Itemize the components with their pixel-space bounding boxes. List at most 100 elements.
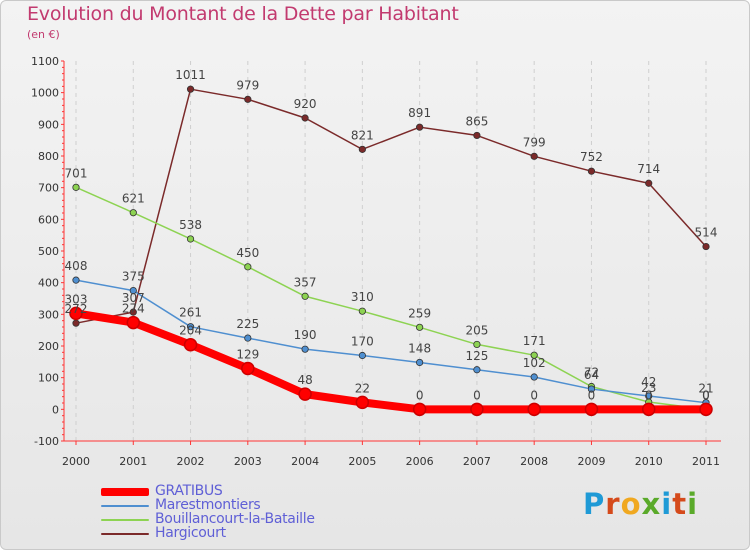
y-tick-label: 700 xyxy=(38,182,59,195)
y-tick-label: 1000 xyxy=(31,87,59,100)
data-label-hargicourt-2009: 752 xyxy=(580,150,603,164)
logo-letter: i xyxy=(661,487,673,521)
data-label-marestmontiers-2011: 21 xyxy=(698,382,713,396)
data-label-marestmontiers-2003: 225 xyxy=(236,317,259,331)
series-line-bouillancourt-la-bataille xyxy=(75,186,707,411)
data-label-hargicourt-2010: 714 xyxy=(637,162,660,176)
logo-letter: o xyxy=(620,487,642,521)
series-points xyxy=(69,85,713,417)
legend-label-hargicourt: Hargicourt xyxy=(155,525,226,541)
x-tick-label: 2003 xyxy=(234,455,262,468)
legend-swatch-gratibus xyxy=(101,488,149,496)
data-point-gratibus-2010 xyxy=(641,402,656,417)
data-label-hargicourt-2003: 979 xyxy=(236,78,259,92)
y-tick-label: 400 xyxy=(38,277,59,290)
data-label-marestmontiers-2009: 64 xyxy=(584,368,599,382)
logo-letter: P xyxy=(583,487,606,521)
data-point-bouillancourt-la-bataille-2007 xyxy=(473,340,481,349)
data-label-marestmontiers-2002: 261 xyxy=(179,306,202,320)
legend-label-bouillancourt: Bouillancourt-la-Bataille xyxy=(155,511,315,527)
data-label-hargicourt-2000: 272 xyxy=(65,302,88,316)
y-tick-label: 600 xyxy=(38,213,59,226)
chart-subtitle: (en €) xyxy=(27,28,60,41)
series-line-hargicourt xyxy=(75,88,707,324)
data-label-marestmontiers-2004: 190 xyxy=(294,328,317,342)
data-label-marestmontiers-2010: 42 xyxy=(641,375,656,389)
data-point-hargicourt-2010 xyxy=(645,179,653,187)
data-label-gratibus-2003: 129 xyxy=(236,347,259,361)
data-label-marestmontiers-2007: 125 xyxy=(465,349,488,363)
series-line-marestmontiers xyxy=(75,279,707,404)
x-tick-label: 2010 xyxy=(635,455,663,468)
proxiti-logo: Proxiti xyxy=(583,487,698,521)
data-label-bouillancourt-la-bataille-2007: 205 xyxy=(465,323,488,337)
y-tick-label: 300 xyxy=(38,308,59,321)
data-label-hargicourt-2001: 307 xyxy=(122,291,145,305)
data-label-hargicourt-2004: 920 xyxy=(294,97,317,111)
data-label-hargicourt-2011: 514 xyxy=(695,226,718,240)
data-label-gratibus-2009: 0 xyxy=(588,388,596,402)
data-point-bouillancourt-la-bataille-2004 xyxy=(301,292,309,300)
data-label-gratibus-2002: 204 xyxy=(179,324,202,338)
data-label-bouillancourt-la-bataille-2006: 259 xyxy=(408,306,431,320)
x-tick-label: 2009 xyxy=(577,455,605,468)
legend-swatch-marestmontiers xyxy=(101,505,149,507)
y-tick-label: -100 xyxy=(34,435,59,448)
data-point-gratibus-2005 xyxy=(355,395,370,410)
data-point-hargicourt-2008 xyxy=(530,152,538,160)
data-point-bouillancourt-la-bataille-2006 xyxy=(416,323,424,331)
data-label-gratibus-2007: 0 xyxy=(473,388,481,402)
data-label-bouillancourt-la-bataille-2010: 23 xyxy=(641,381,656,395)
data-labels: 272 307 1011 979 920 821 891 865 799 752 714 514 701… xyxy=(65,68,718,402)
data-point-hargicourt-2001 xyxy=(129,308,137,316)
x-tick-label: 2011 xyxy=(692,455,720,468)
data-point-marestmontiers-2008 xyxy=(530,373,538,381)
data-point-marestmontiers-2005 xyxy=(358,351,366,360)
data-label-bouillancourt-la-bataille-2009: 72 xyxy=(584,366,599,380)
legend-swatch-bouillancourt xyxy=(101,519,149,521)
data-label-hargicourt-2005: 821 xyxy=(351,128,374,142)
data-point-gratibus-2011 xyxy=(699,402,713,417)
data-label-gratibus-2010: 0 xyxy=(645,388,653,402)
data-point-hargicourt-2000 xyxy=(72,319,80,327)
data-label-hargicourt-2007: 865 xyxy=(465,114,488,128)
data-label-bouillancourt-la-bataille-2005: 310 xyxy=(351,290,374,304)
x-tick-label: 2004 xyxy=(291,455,319,468)
data-label-gratibus-2011: 0 xyxy=(702,388,710,402)
data-label-hargicourt-2002: 1011 xyxy=(175,68,206,82)
data-point-marestmontiers-2009 xyxy=(587,385,596,393)
y-tick-label: 100 xyxy=(38,372,59,385)
data-point-bouillancourt-la-bataille-2001 xyxy=(129,209,137,217)
data-label-bouillancourt-la-bataille-2000: 701 xyxy=(65,166,88,180)
data-point-hargicourt-2011 xyxy=(702,242,710,251)
data-label-hargicourt-2006: 891 xyxy=(408,106,431,120)
data-point-gratibus-2001 xyxy=(126,315,141,330)
data-point-hargicourt-2007 xyxy=(473,131,481,140)
data-label-marestmontiers-2001: 375 xyxy=(122,270,145,284)
data-point-marestmontiers-2002 xyxy=(186,323,195,331)
data-point-marestmontiers-2003 xyxy=(244,334,252,342)
x-tick-label: 2006 xyxy=(406,455,434,468)
data-point-hargicourt-2006 xyxy=(416,123,424,131)
y-tick-label: 200 xyxy=(38,340,59,353)
data-point-marestmontiers-2006 xyxy=(416,358,424,367)
data-label-bouillancourt-la-bataille-2011: 0 xyxy=(702,388,710,402)
data-point-gratibus-2000 xyxy=(69,306,83,321)
data-label-bouillancourt-la-bataille-2004: 357 xyxy=(294,275,317,289)
data-label-gratibus-2005: 22 xyxy=(355,381,370,395)
data-point-marestmontiers-2007 xyxy=(473,366,481,374)
data-label-bouillancourt-la-bataille-2003: 450 xyxy=(236,246,259,260)
chart-title: Evolution du Montant de la Dette par Hab… xyxy=(27,3,459,25)
series-lines xyxy=(72,88,710,414)
grid xyxy=(75,61,707,441)
data-label-gratibus-2001: 274 xyxy=(122,302,145,316)
legend-swatch-hargicourt xyxy=(101,533,149,535)
data-label-gratibus-2000: 303 xyxy=(65,292,88,306)
data-point-gratibus-2007 xyxy=(470,402,484,417)
legend-label-marestmontiers: Marestmontiers xyxy=(155,497,261,513)
data-label-bouillancourt-la-bataille-2002: 538 xyxy=(179,218,202,232)
axes: -100010020030040050060070080090010001100… xyxy=(31,55,721,468)
logo-letter: x xyxy=(641,487,662,521)
data-point-bouillancourt-la-bataille-2003 xyxy=(244,263,252,271)
